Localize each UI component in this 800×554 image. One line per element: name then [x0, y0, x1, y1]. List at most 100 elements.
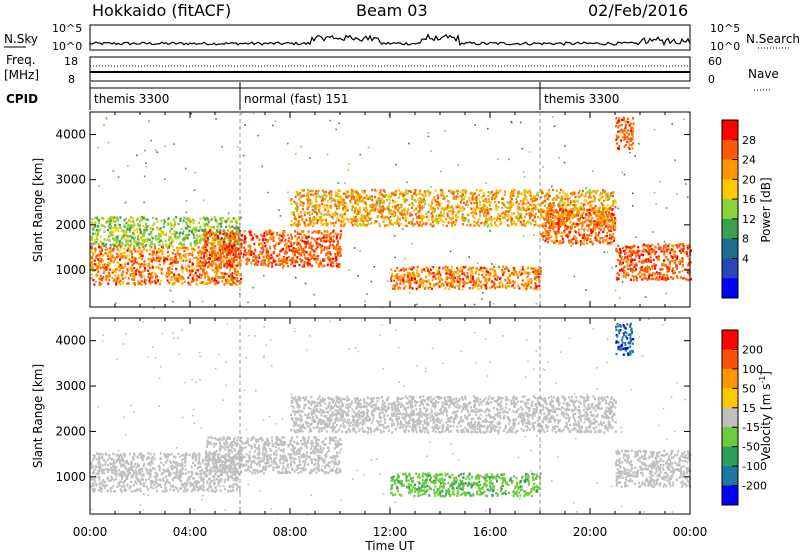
power-cell [180, 241, 183, 244]
power-cell [482, 199, 485, 202]
power-cell [509, 215, 512, 218]
power-cell [588, 201, 591, 205]
power-cell [232, 279, 234, 282]
power-cell [116, 219, 119, 222]
power-cell [231, 272, 234, 275]
power-cell [371, 204, 373, 208]
power-cell [380, 193, 383, 196]
power-cell [433, 196, 436, 199]
power-cell [186, 237, 189, 240]
power-cell [441, 220, 444, 223]
power-cell [528, 278, 531, 281]
power-cell [242, 255, 245, 259]
power-cell [538, 284, 541, 287]
power-cell [143, 248, 146, 251]
power-cell [410, 194, 413, 197]
power-cell [339, 213, 342, 216]
power-cell [328, 251, 331, 254]
power-cell [183, 216, 186, 219]
power-cell [453, 286, 456, 289]
power-cell [294, 261, 297, 264]
power-cell [478, 193, 481, 197]
power-cell [210, 227, 213, 231]
power-cell [508, 224, 511, 227]
power-cell [390, 268, 393, 271]
power-cell [545, 232, 548, 235]
power-cell [604, 193, 607, 196]
power-scatter-cell [511, 121, 513, 124]
power-cell [402, 287, 405, 290]
power-cell [531, 213, 534, 216]
power-cell [180, 268, 183, 271]
power-cell [527, 285, 530, 288]
power-cell [578, 233, 581, 237]
power-cell [533, 216, 536, 219]
power-cell [599, 228, 602, 231]
power-cell [110, 259, 113, 262]
nsearch-label: N.Search [746, 32, 800, 46]
power-cell [549, 215, 552, 218]
power-cell [561, 211, 564, 214]
power-cell [483, 266, 486, 270]
power-cell [546, 210, 548, 214]
power-cell [316, 246, 319, 249]
power-cell [551, 239, 554, 243]
power-cell [489, 272, 492, 275]
power-cell [111, 249, 114, 252]
power-cell [441, 282, 443, 285]
power-cell [365, 206, 368, 210]
power-cell [315, 247, 318, 251]
power-cell [187, 276, 190, 279]
power-cell [151, 237, 154, 240]
power-cell [281, 262, 284, 265]
power-cell [583, 232, 586, 236]
power-cell [609, 233, 612, 237]
power-cell [613, 221, 615, 224]
power-cell [478, 268, 481, 271]
power-cell [479, 280, 482, 284]
power-cell [168, 254, 171, 257]
power-cell [276, 254, 279, 258]
power-cell [149, 244, 152, 247]
power-cell [103, 263, 106, 266]
power-cell [205, 254, 208, 257]
power-scatter-cell [144, 149, 146, 152]
power-scatter-cell [164, 145, 166, 148]
power-cell [484, 277, 487, 280]
power-cell [605, 214, 608, 217]
power-scatter-cell [686, 196, 689, 198]
power-cell [232, 232, 235, 235]
power-cell [472, 193, 475, 196]
power-cell [203, 264, 206, 268]
power-cell [419, 189, 421, 193]
power-cell [126, 268, 129, 271]
power-cell [200, 237, 203, 240]
power-cell [461, 278, 464, 281]
power-cell [216, 234, 219, 237]
power-cell [146, 237, 149, 241]
power-cell [114, 227, 117, 230]
power-cell [235, 283, 238, 286]
power-cell [179, 217, 182, 220]
power-cell [398, 269, 401, 273]
power-cell [248, 258, 250, 261]
power-cell [397, 287, 400, 290]
power-cell [456, 266, 458, 270]
power-cell [276, 231, 279, 235]
power-cell [590, 229, 593, 232]
power-cell [116, 227, 119, 230]
power-cell [112, 268, 115, 272]
power-cell [209, 226, 212, 229]
power-cell [414, 191, 417, 194]
power-cell [400, 206, 403, 209]
power-cell [277, 260, 280, 263]
power-cell [494, 221, 496, 224]
power-cell [566, 195, 569, 198]
power-cell [341, 215, 344, 219]
power-cell [318, 195, 321, 198]
power-cell [261, 234, 264, 238]
power-cell [442, 224, 445, 227]
power-cell [613, 236, 616, 240]
power-cell [526, 285, 529, 288]
power-cell [273, 244, 275, 248]
